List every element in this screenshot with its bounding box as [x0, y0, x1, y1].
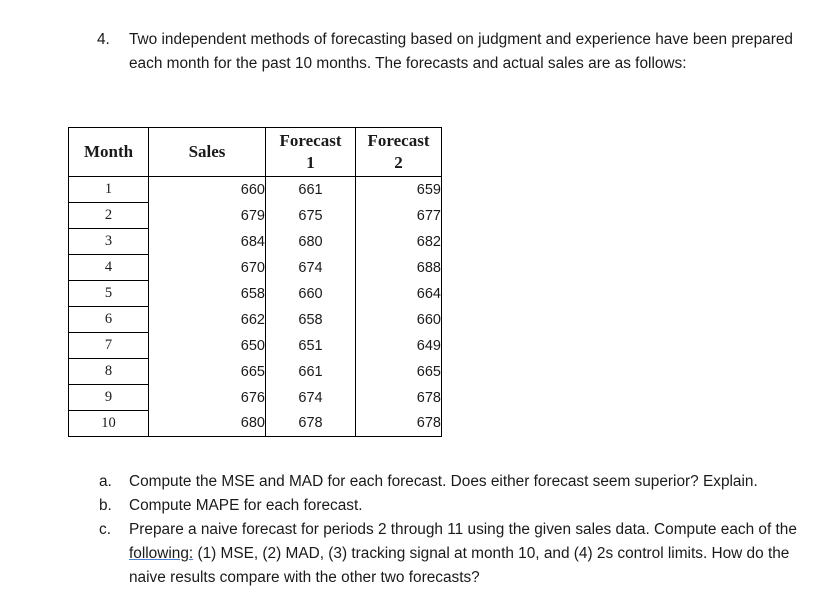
- header-forecast-2-line1: Forecast: [367, 131, 430, 150]
- header-forecast-2-line2: 2: [394, 153, 403, 172]
- cell-forecast-2: 678: [355, 384, 442, 411]
- forecast-table: Month Sales Forecast 1 Forecast 2 1 660 …: [68, 127, 442, 437]
- header-forecast-1-line1: Forecast: [279, 131, 342, 150]
- table-header-row: Month Sales Forecast 1 Forecast 2: [68, 127, 442, 177]
- cell-forecast-1: 661: [265, 176, 356, 203]
- cell-sales: 662: [148, 306, 266, 333]
- cell-sales: 650: [148, 332, 266, 359]
- question-a-text: Compute the MSE and MAD for each forecas…: [129, 473, 758, 490]
- header-sales: Sales: [148, 127, 266, 177]
- table-row: 3 684 680 682: [68, 228, 442, 255]
- table-row: 10 680 678 678: [68, 410, 442, 437]
- cell-forecast-2: 688: [355, 254, 442, 281]
- problem-statement: 4. Two independent methods of forecastin…: [97, 28, 817, 76]
- cell-forecast-1: 658: [265, 306, 356, 333]
- cell-forecast-2: 660: [355, 306, 442, 333]
- cell-forecast-1: 651: [265, 332, 356, 359]
- cell-month: 1: [68, 176, 149, 203]
- cell-forecast-1: 680: [265, 228, 356, 255]
- cell-forecast-2: 682: [355, 228, 442, 255]
- cell-forecast-2: 677: [355, 202, 442, 229]
- cell-sales: 684: [148, 228, 266, 255]
- cell-forecast-2: 649: [355, 332, 442, 359]
- cell-sales: 679: [148, 202, 266, 229]
- header-forecast-1: Forecast 1: [265, 127, 356, 177]
- cell-forecast-2: 664: [355, 280, 442, 307]
- cell-forecast-2: 665: [355, 358, 442, 385]
- cell-month: 3: [68, 228, 149, 255]
- table-row: 5 658 660 664: [68, 280, 442, 307]
- cell-forecast-1: 661: [265, 358, 356, 385]
- cell-sales: 665: [148, 358, 266, 385]
- table-row: 8 665 661 665: [68, 358, 442, 385]
- header-forecast-2: Forecast 2: [355, 127, 442, 177]
- question-b: b. Compute MAPE for each forecast.: [97, 494, 827, 518]
- question-c-text-before: Prepare a naive forecast for periods 2 t…: [129, 521, 797, 538]
- cell-month: 4: [68, 254, 149, 281]
- question-c-letter: c.: [99, 521, 111, 538]
- table-row: 9 676 674 678: [68, 384, 442, 411]
- question-a: a. Compute the MSE and MAD for each fore…: [97, 470, 827, 494]
- table-row: 4 670 674 688: [68, 254, 442, 281]
- table-row: 7 650 651 649: [68, 332, 442, 359]
- table-row: 2 679 675 677: [68, 202, 442, 229]
- cell-forecast-1: 675: [265, 202, 356, 229]
- problem-number: 4.: [97, 31, 110, 48]
- cell-forecast-1: 674: [265, 384, 356, 411]
- cell-month: 7: [68, 332, 149, 359]
- header-month: Month: [68, 127, 149, 177]
- cell-forecast-2: 659: [355, 176, 442, 203]
- cell-sales: 680: [148, 410, 266, 437]
- cell-month: 10: [68, 410, 149, 437]
- cell-month: 5: [68, 280, 149, 307]
- cell-sales: 660: [148, 176, 266, 203]
- question-b-letter: b.: [99, 497, 112, 514]
- question-a-letter: a.: [99, 473, 112, 490]
- question-c-text-after: (1) MSE, (2) MAD, (3) tracking signal at…: [129, 545, 790, 586]
- table-row: 1 660 661 659: [68, 176, 442, 203]
- problem-text: Two independent methods of forecasting b…: [129, 31, 793, 72]
- cell-month: 6: [68, 306, 149, 333]
- cell-forecast-1: 678: [265, 410, 356, 437]
- cell-forecast-1: 674: [265, 254, 356, 281]
- question-c: c. Prepare a naive forecast for periods …: [97, 518, 827, 590]
- cell-sales: 670: [148, 254, 266, 281]
- table-row: 6 662 658 660: [68, 306, 442, 333]
- cell-month: 8: [68, 358, 149, 385]
- cell-sales: 676: [148, 384, 266, 411]
- cell-month: 2: [68, 202, 149, 229]
- cell-forecast-1: 660: [265, 280, 356, 307]
- header-forecast-1-line2: 1: [306, 153, 315, 172]
- question-b-text: Compute MAPE for each forecast.: [129, 497, 363, 514]
- question-c-underlined-word: following:: [129, 545, 194, 562]
- question-list: a. Compute the MSE and MAD for each fore…: [97, 470, 827, 590]
- cell-forecast-2: 678: [355, 410, 442, 437]
- cell-month: 9: [68, 384, 149, 411]
- cell-sales: 658: [148, 280, 266, 307]
